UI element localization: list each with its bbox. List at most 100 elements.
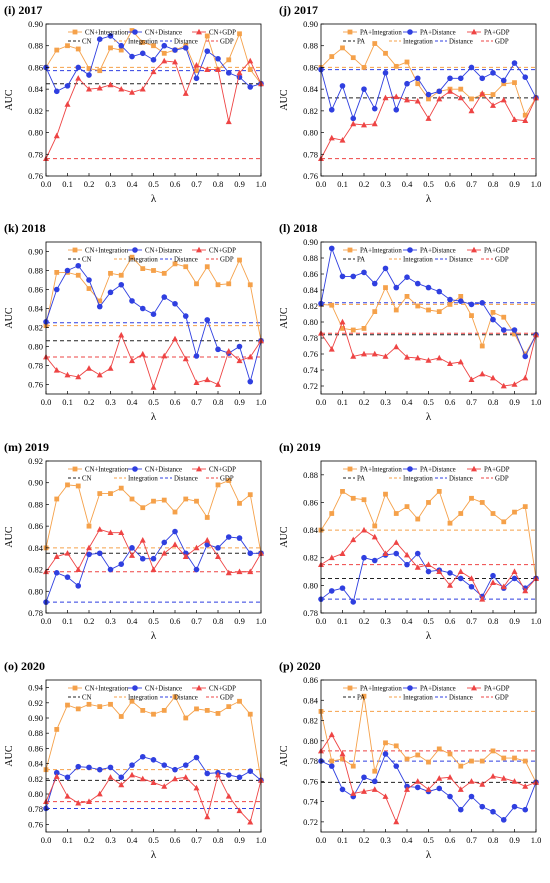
data-point (172, 509, 178, 515)
data-point (161, 50, 167, 56)
legend-label: CN+Integration (85, 686, 129, 693)
y-tick-label: 0.76 (28, 171, 43, 181)
data-point (193, 566, 200, 573)
y-tick-label: 0.76 (28, 819, 43, 829)
x-tick-label: 0.2 (359, 397, 370, 407)
data-point (193, 75, 200, 82)
data-point (226, 704, 232, 709)
data-point (64, 83, 71, 89)
data-point (247, 57, 254, 64)
y-tick-label: 0.78 (28, 149, 43, 159)
series-line (45, 479, 262, 554)
legend-marker (407, 685, 413, 691)
data-point (64, 793, 71, 799)
data-point (414, 354, 421, 361)
y-tick-label: 0.88 (28, 499, 43, 509)
x-tick-label: 0.5 (423, 179, 434, 189)
data-point (129, 771, 135, 778)
data-point (393, 539, 400, 545)
x-tick-label: 0.5 (423, 397, 434, 407)
legend: CN+Integration CN+Distance CN+GDP CN Integra… (68, 465, 236, 483)
data-point (447, 570, 453, 576)
panel-label: (j) 2017 (279, 3, 318, 17)
y-tick-label: 0.72 (303, 381, 318, 391)
data-point (361, 65, 367, 70)
x-tick-label: 0.9 (509, 616, 520, 626)
x-tick-label: 0.0 (316, 616, 327, 626)
data-point (414, 97, 421, 104)
data-point (215, 346, 221, 353)
data-point (129, 762, 135, 768)
data-point (383, 285, 388, 290)
y-tick-label: 0.80 (303, 580, 318, 590)
y-tick-label: 0.88 (303, 253, 318, 263)
x-tick-label: 0.1 (62, 179, 73, 189)
x-tick-label: 0.9 (509, 179, 520, 189)
x-tick-label: 0.9 (234, 397, 245, 407)
data-point (490, 579, 496, 585)
x-tick-label: 0.6 (170, 616, 181, 626)
data-point (458, 86, 464, 92)
y-axis-label: AUC (279, 745, 290, 766)
x-tick-label: 1.0 (531, 179, 542, 189)
x-tick-label: 0.7 (191, 179, 202, 189)
legend-marker (407, 29, 413, 35)
data-point (75, 46, 81, 52)
data-point (193, 784, 200, 791)
legend-label: Integration (403, 257, 433, 264)
y-tick-label: 0.78 (28, 361, 43, 371)
data-point (458, 763, 464, 769)
legend-marker (196, 28, 202, 35)
data-point (436, 354, 443, 361)
x-tick-label: 0.8 (488, 179, 499, 189)
legend-label: CN+GDP (209, 30, 236, 37)
y-tick-label: 0.76 (28, 380, 43, 390)
data-point (139, 305, 146, 312)
series-line (45, 333, 262, 389)
data-point (361, 326, 367, 331)
legend-marker (196, 684, 202, 691)
data-point (361, 774, 367, 781)
data-point (247, 282, 253, 288)
data-point (75, 483, 81, 489)
x-tick-label: 0.3 (380, 397, 391, 407)
data-point (96, 303, 103, 310)
data-point (53, 570, 60, 576)
x-tick-label: 0.2 (359, 616, 370, 626)
data-point (468, 575, 475, 581)
x-tick-label: 0.7 (466, 835, 477, 845)
data-point (182, 313, 189, 319)
data-point (382, 353, 389, 359)
legend-label: PA (357, 476, 365, 483)
data-point (426, 307, 431, 313)
data-point (118, 774, 125, 781)
data-point (393, 511, 399, 516)
data-point (107, 566, 114, 573)
data-point (194, 68, 199, 74)
data-point (329, 54, 335, 59)
legend-label: PA+Integration (360, 686, 402, 693)
x-tick-label: 0.1 (337, 397, 348, 407)
data-point (236, 69, 243, 76)
data-point (75, 75, 82, 81)
y-tick-label: 0.84 (28, 543, 44, 553)
data-point (490, 102, 496, 108)
data-point (86, 764, 92, 771)
data-point (204, 48, 211, 54)
data-point (522, 74, 529, 80)
data-point (522, 783, 529, 789)
data-point (172, 528, 178, 535)
data-point (383, 50, 388, 56)
data-point (97, 68, 103, 74)
data-point (172, 335, 178, 342)
data-point (414, 550, 421, 557)
data-point (161, 539, 168, 546)
data-point (193, 379, 200, 385)
legend-marker (471, 246, 477, 253)
data-point (371, 105, 378, 112)
data-point (150, 779, 157, 785)
data-point (414, 784, 421, 791)
x-tick-label: 0.5 (423, 616, 434, 626)
data-point (425, 357, 432, 363)
